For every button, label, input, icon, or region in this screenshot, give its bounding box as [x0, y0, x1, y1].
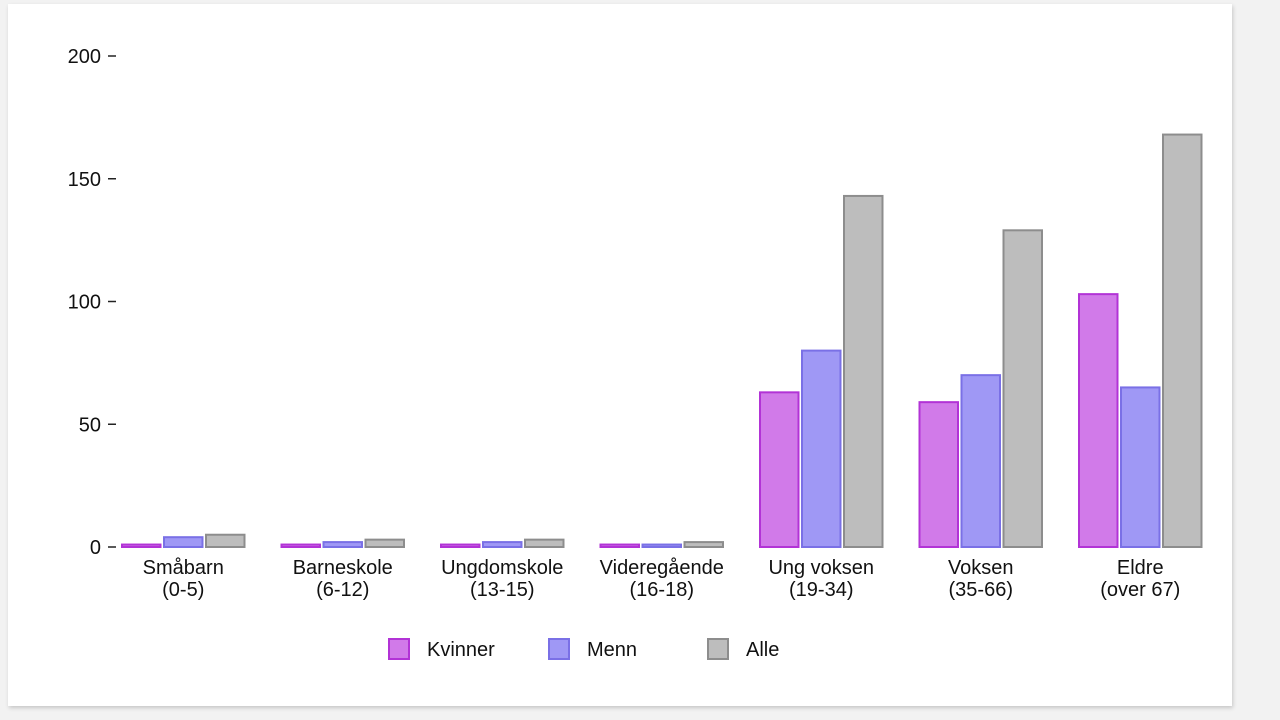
bar-menn	[482, 541, 523, 549]
category-label: Videregående	[600, 557, 724, 579]
bar-kvinner	[280, 543, 321, 548]
bar-alle	[683, 541, 724, 549]
y-tick-label: 150	[68, 169, 101, 191]
chart-panel: 0 50 100 150 200 Småbarn (0-5) Barneskole (6-12…	[8, 4, 1232, 706]
y-tick-label: 100	[68, 292, 101, 314]
category-label: Voksen	[948, 557, 1014, 579]
category-label: Småbarn	[143, 557, 224, 579]
bar-menn	[163, 536, 204, 548]
bar-kvinner	[599, 543, 640, 548]
bar-menn	[801, 349, 842, 548]
y-tick-label: 0	[90, 537, 101, 559]
bar-alle	[364, 538, 405, 549]
y-tick-label: 200	[68, 46, 101, 68]
legend-label-kvinner: Kvinner	[427, 639, 495, 661]
bar-alle	[524, 538, 565, 549]
legend-swatch-menn	[548, 638, 570, 660]
legend-label-alle: Alle	[746, 639, 779, 661]
bar-menn	[960, 374, 1001, 548]
legend-label-menn: Menn	[587, 639, 637, 661]
x-axis-labels: Småbarn(0-5)Barneskole(6-12)Ungdomskole(…	[143, 557, 1181, 601]
bar-menn	[641, 543, 682, 548]
bar-kvinner	[121, 543, 162, 548]
category-label: (over 67)	[1100, 579, 1180, 601]
category-label: Ung voksen	[768, 557, 874, 579]
legend-swatch-kvinner	[388, 638, 410, 660]
category-label: (16-18)	[630, 579, 694, 601]
category-label: (35-66)	[949, 579, 1013, 601]
bar-kvinner	[440, 543, 481, 548]
bar-chart: 0 50 100 150 200 Småbarn(0-5) Barneskole(6-12…	[68, 46, 1203, 661]
category-label: Eldre	[1117, 557, 1164, 579]
bar-menn	[322, 541, 363, 549]
y-tick-label: 50	[79, 414, 101, 436]
bar-alle	[843, 194, 884, 548]
bar-alle	[1002, 229, 1043, 548]
category-label: (0-5)	[162, 579, 204, 601]
y-axis: 0 50 100 150 200	[68, 46, 116, 559]
bar-kvinner	[1078, 293, 1119, 549]
category-label: (19-34)	[789, 579, 853, 601]
bars	[121, 133, 1203, 549]
category-label: Ungdomskole	[441, 557, 563, 579]
bar-kvinner	[759, 391, 800, 548]
legend-swatch-alle	[707, 638, 729, 660]
category-label: (6-12)	[316, 579, 369, 601]
legend: Kvinner Menn Alle	[388, 638, 779, 661]
bar-alle	[1162, 133, 1203, 548]
bar-kvinner	[918, 401, 959, 548]
category-label: Barneskole	[293, 557, 393, 579]
bar-alle	[205, 533, 246, 548]
category-label: (13-15)	[470, 579, 534, 601]
bar-menn	[1120, 386, 1161, 548]
